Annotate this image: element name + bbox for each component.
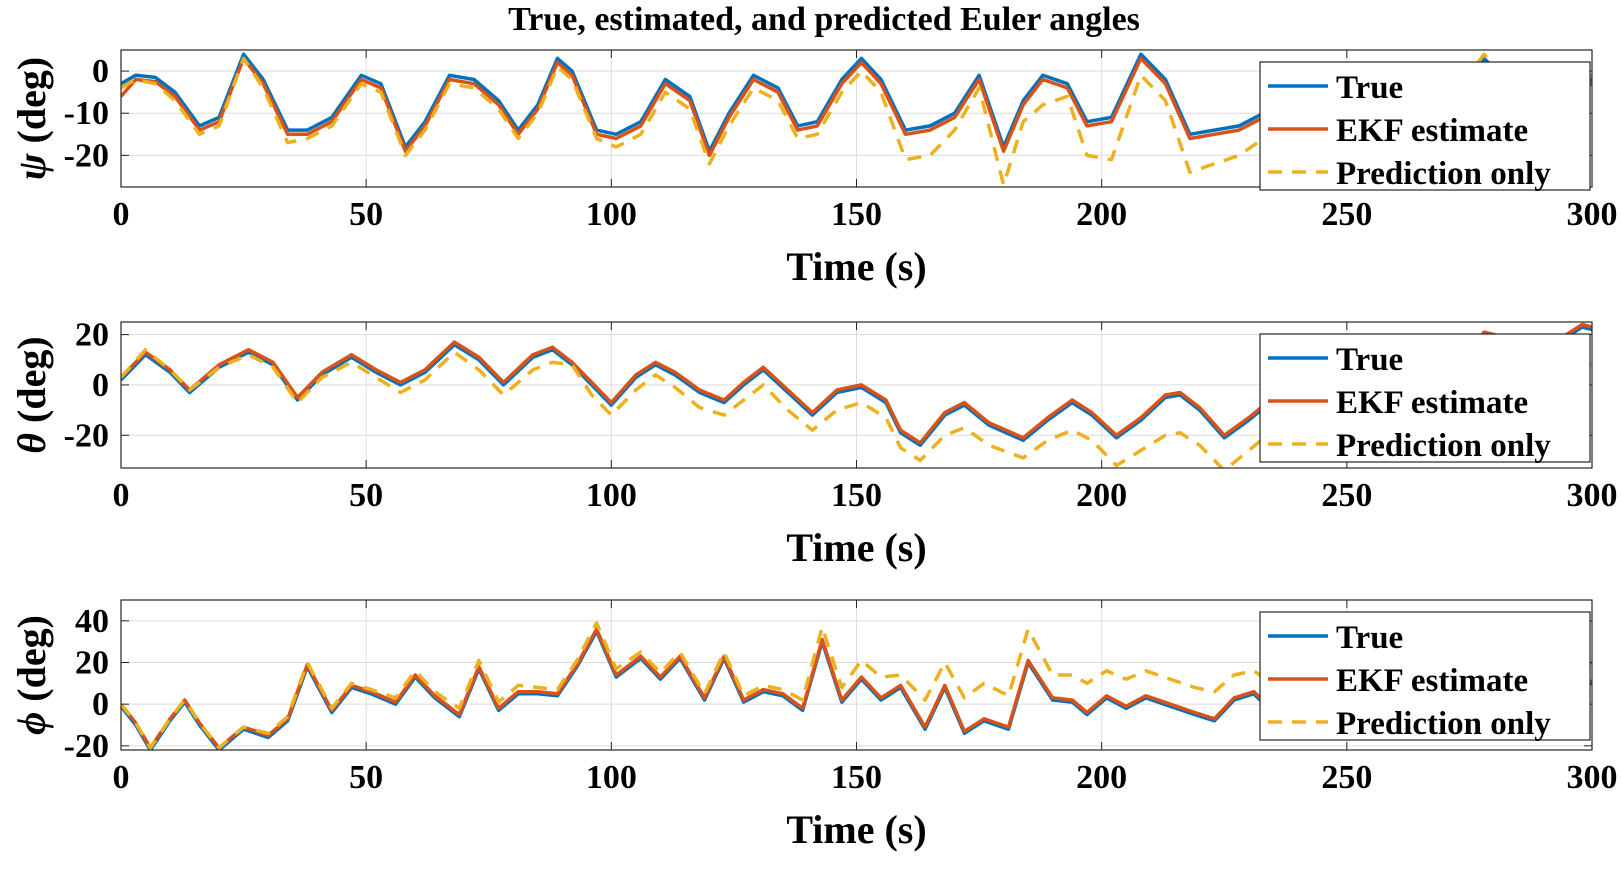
psi-xlabel: Time (s) bbox=[786, 244, 926, 289]
theta-xlabel: Time (s) bbox=[786, 525, 926, 570]
figure-title: True, estimated, and predicted Euler ang… bbox=[508, 1, 1140, 38]
psi-xtick-label: 300 bbox=[1567, 196, 1618, 233]
psi-xtick-label: 50 bbox=[349, 196, 383, 233]
phi-ytick-label: 0 bbox=[92, 686, 109, 723]
phi-legend-box bbox=[1259, 611, 1591, 741]
theta-ylabel-unit: (deg) bbox=[9, 336, 54, 433]
phi-legend-label-0: True bbox=[1336, 620, 1403, 656]
theta-legend-label-2: Prediction only bbox=[1336, 428, 1551, 464]
theta-xtick-label: 200 bbox=[1076, 477, 1127, 514]
phi-xtick-label: 50 bbox=[349, 759, 383, 796]
psi-series-prediction-only bbox=[121, 52, 1592, 187]
psi-ylabel-unit: (deg) bbox=[9, 57, 54, 154]
theta-xtick-label: 50 bbox=[349, 477, 383, 514]
psi-ytick-label: -10 bbox=[64, 95, 109, 132]
psi-xtick-label: 200 bbox=[1076, 196, 1127, 233]
phi-xtick-label: 250 bbox=[1321, 759, 1372, 796]
psi-xtick-label: 150 bbox=[831, 196, 882, 233]
phi-ylabel: ϕ (deg) bbox=[9, 615, 54, 735]
psi-ylabel: ψ (deg) bbox=[9, 57, 54, 180]
psi-ytick-label: 0 bbox=[92, 53, 109, 90]
phi-xtick-label: 0 bbox=[113, 759, 130, 796]
theta-xtick-label: 300 bbox=[1567, 477, 1618, 514]
psi-legend-label-2: Prediction only bbox=[1336, 156, 1551, 192]
phi-xtick-label: 200 bbox=[1076, 759, 1127, 796]
psi-xtick-label: 250 bbox=[1321, 196, 1372, 233]
theta-legend: True EKF estimate Prediction only bbox=[1259, 333, 1591, 464]
psi-xtick-label: 100 bbox=[586, 196, 637, 233]
theta-legend-box bbox=[1259, 333, 1591, 463]
psi-axes: 0 50 100 150 200 250 300 -20 -10 0 Time (s) ψ (deg)… bbox=[9, 49, 1618, 289]
phi-ytick-label: 40 bbox=[75, 603, 109, 640]
phi-ylabel-unit: (deg) bbox=[9, 615, 54, 712]
theta-xtick-label: 150 bbox=[831, 477, 882, 514]
phi-xtick-label: 100 bbox=[586, 759, 637, 796]
psi-legend-label-0: True bbox=[1336, 70, 1403, 106]
theta-ytick-label: 0 bbox=[92, 367, 109, 404]
phi-xtick-label: 300 bbox=[1567, 759, 1618, 796]
psi-xtick-label: 0 bbox=[113, 196, 130, 233]
phi-xlabel: Time (s) bbox=[786, 807, 926, 852]
theta-xtick-label: 100 bbox=[586, 477, 637, 514]
theta-xtick-label: 250 bbox=[1321, 477, 1372, 514]
theta-ytick-label: 20 bbox=[75, 317, 109, 354]
theta-xtick-label: 0 bbox=[113, 477, 130, 514]
phi-xtick-label: 150 bbox=[831, 759, 882, 796]
theta-ytick-label: -20 bbox=[64, 417, 109, 454]
theta-legend-label-0: True bbox=[1336, 342, 1403, 378]
phi-legend: True EKF estimate Prediction only bbox=[1259, 611, 1591, 742]
psi-ytick-label: -20 bbox=[64, 137, 109, 174]
psi-legend-label-1: EKF estimate bbox=[1336, 113, 1528, 149]
phi-legend-label-1: EKF estimate bbox=[1336, 663, 1528, 699]
phi-ylabel-symbol: ϕ bbox=[9, 712, 54, 735]
psi-ylabel-symbol: ψ bbox=[9, 153, 54, 180]
phi-ytick-label: 20 bbox=[75, 645, 109, 682]
theta-legend-label-1: EKF estimate bbox=[1336, 385, 1528, 421]
psi-legend: True EKF estimate Prediction only bbox=[1259, 61, 1591, 192]
psi-legend-box bbox=[1259, 61, 1591, 191]
phi-legend-label-2: Prediction only bbox=[1336, 706, 1551, 742]
theta-ylabel: θ (deg) bbox=[9, 336, 54, 453]
phi-ytick-label: -20 bbox=[64, 728, 109, 765]
theta-ylabel-symbol: θ bbox=[9, 433, 54, 454]
